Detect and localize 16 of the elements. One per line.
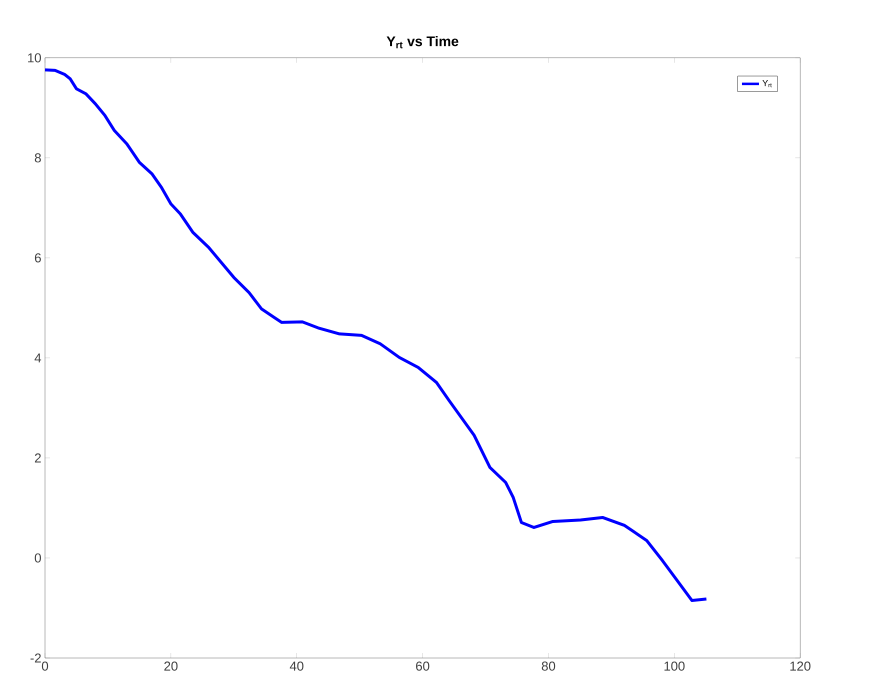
y-tick-label: 6 bbox=[34, 253, 41, 262]
x-tick-label: 0 bbox=[42, 662, 48, 671]
x-tick-label: 40 bbox=[290, 662, 304, 671]
y-tick-label: 4 bbox=[34, 353, 42, 362]
x-tick-label: 80 bbox=[542, 662, 556, 671]
x-tick-label: 60 bbox=[416, 662, 430, 671]
x-tick-label: 120 bbox=[790, 662, 810, 671]
y-tick-label: 2 bbox=[34, 453, 41, 462]
chart-title: Y$_{rt}$ vs Time bbox=[386, 36, 458, 48]
x-tick-label: 100 bbox=[664, 662, 685, 671]
x-tick-label: 20 bbox=[164, 662, 178, 671]
legend-label: Y$_{rt}$ bbox=[762, 80, 772, 88]
y-tick-label: 0 bbox=[34, 553, 41, 563]
y-tick-label: 10 bbox=[28, 53, 41, 62]
y-tick-label: 8 bbox=[34, 153, 41, 162]
y-tick-label: -2 bbox=[30, 653, 41, 663]
